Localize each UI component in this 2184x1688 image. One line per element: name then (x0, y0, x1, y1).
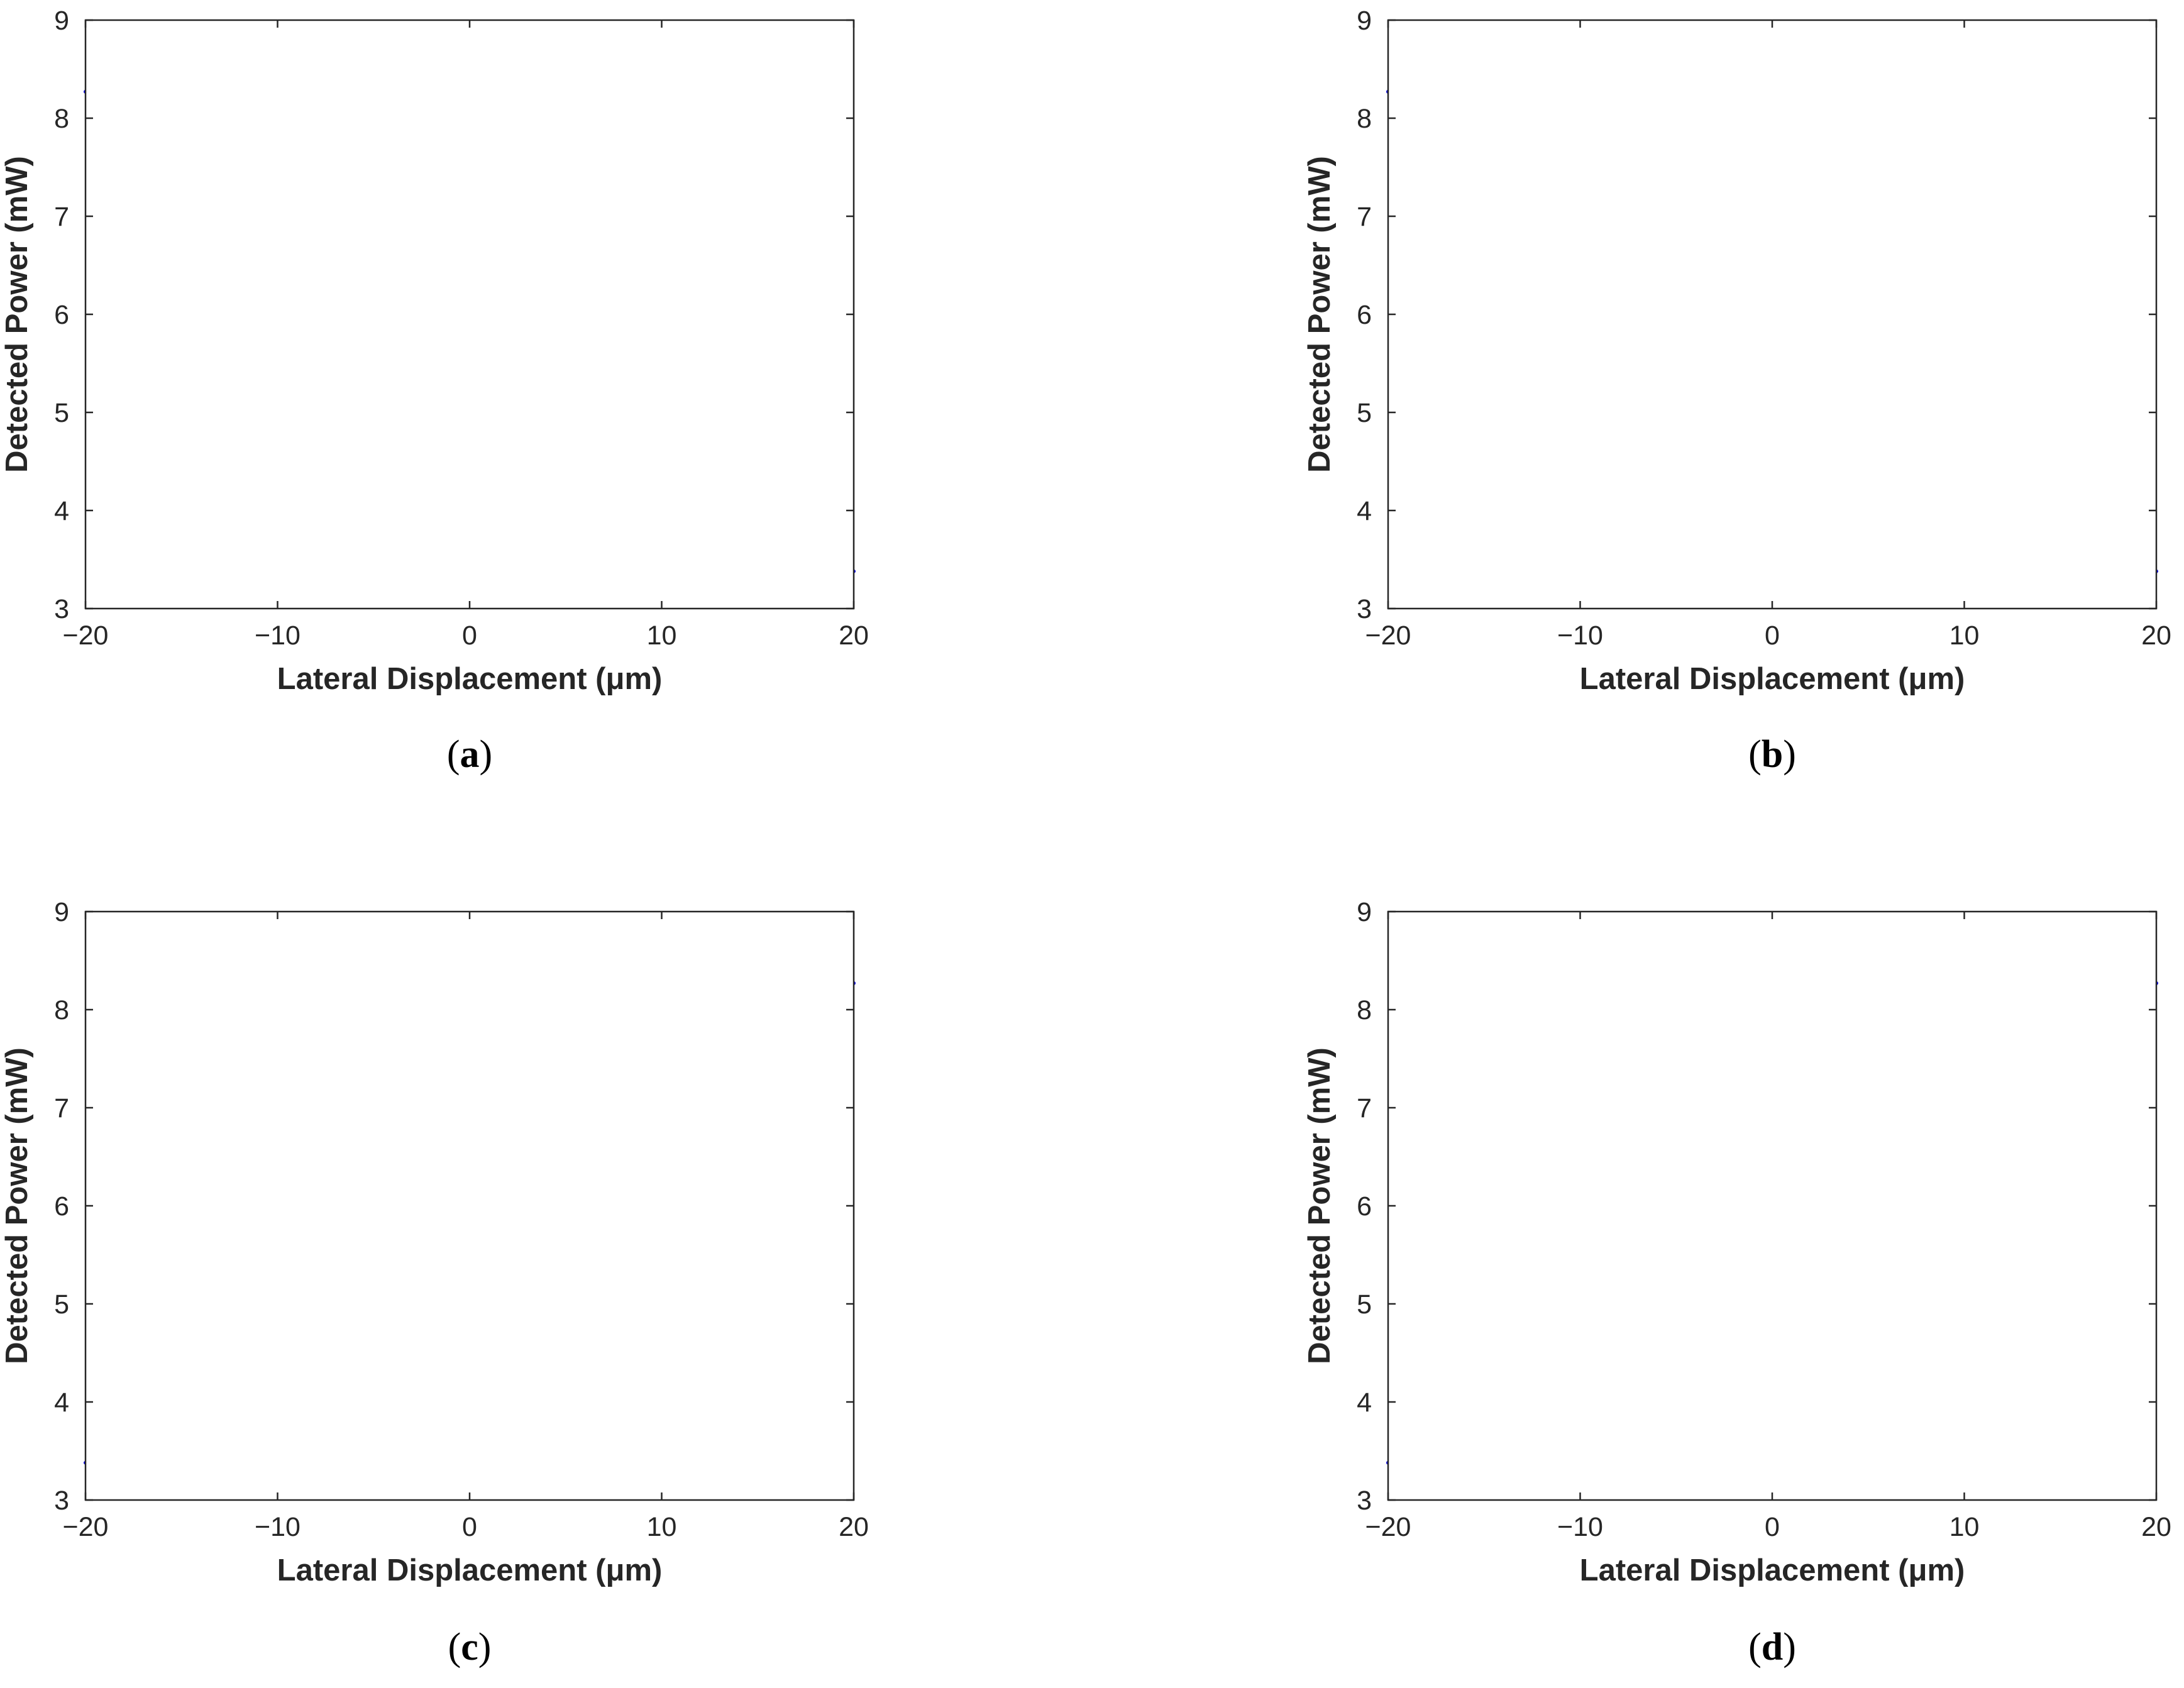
x-axis-label: Lateral Displacement (μm) (277, 1553, 663, 1587)
y-tick-label: 3 (1357, 594, 1372, 624)
x-tick-label: 10 (647, 621, 677, 651)
x-tick-label: 10 (647, 1512, 677, 1542)
panel-label-close: ) (480, 733, 493, 776)
x-tick-label: −20 (63, 1512, 109, 1542)
x-tick-label: −10 (255, 621, 301, 651)
y-tick-label: 4 (1357, 496, 1372, 526)
chart-panel-a: −20 −10 0 10 20 3 4 5 6 7 8 9 Lateral Displacement (… (0, 6, 869, 776)
axes-frame (1387, 910, 2158, 1501)
x-tick-label: −10 (1557, 621, 1603, 651)
y-tick-label: 9 (54, 897, 69, 927)
y-axis-label: Detected Power (mW) (1303, 156, 1337, 473)
y-tick-label: 3 (54, 594, 69, 624)
y-tick-label: 9 (1357, 897, 1372, 927)
x-tick-label: −10 (1557, 1512, 1603, 1542)
panel-label-close: ) (1783, 733, 1796, 776)
x-tick-label: −20 (1365, 621, 1411, 651)
panel-label-open: ( (447, 733, 460, 776)
panel-label: (b) (1748, 733, 1796, 776)
x-tick-label: 20 (2141, 621, 2171, 651)
x-axis-label: Lateral Displacement (μm) (277, 662, 663, 696)
x-tick-label: 0 (1765, 1512, 1780, 1542)
y-tick-label: 6 (54, 1191, 69, 1222)
y-tick-label: 5 (54, 1289, 69, 1320)
x-axis-label: Lateral Displacement (μm) (1580, 1553, 1965, 1587)
panel-label-letter: c (461, 1626, 478, 1669)
y-axis-label: Detected Power (mW) (0, 1047, 34, 1364)
y-tick-label: 7 (1357, 202, 1372, 232)
y-tick-label: 8 (1357, 995, 1372, 1025)
y-tick-label: 4 (54, 1387, 69, 1418)
panel-label-letter: d (1762, 1626, 1783, 1669)
x-tick-label: 10 (1950, 1512, 1980, 1542)
y-tick-label: 8 (54, 995, 69, 1025)
panel-label-close: ) (1783, 1626, 1796, 1669)
y-tick-label: 3 (54, 1486, 69, 1516)
y-tick-label: 4 (1357, 1387, 1372, 1418)
chart-panel-b: −20 −10 0 10 20 3 4 5 6 7 8 9 Lateral Displacement (… (1303, 6, 2171, 776)
x-tick-label: 10 (1950, 621, 1980, 651)
y-tick-label: 7 (54, 202, 69, 232)
y-tick-label: 6 (54, 300, 69, 330)
x-tick-label: 20 (839, 1512, 869, 1542)
panel-label: (a) (447, 733, 492, 776)
y-tick-label: 5 (1357, 398, 1372, 428)
x-tick-label: −20 (63, 621, 109, 651)
x-tick-label: 0 (462, 1512, 477, 1542)
axes-frame (1387, 19, 2158, 610)
y-tick-label: 9 (1357, 6, 1372, 36)
panel-label-open: ( (448, 1626, 461, 1669)
panel-label-letter: b (1762, 733, 1783, 776)
x-tick-label: 0 (462, 621, 477, 651)
panel-label: (c) (448, 1626, 492, 1669)
axes-frame (84, 910, 855, 1501)
x-tick-label: −10 (255, 1512, 301, 1542)
y-axis-label: Detected Power (mW) (0, 156, 34, 473)
y-tick-label: 6 (1357, 300, 1372, 330)
y-tick-label: 8 (54, 104, 69, 134)
chart-panel-c: −20 −10 0 10 20 3 4 5 6 7 8 9 Lateral Displacement (… (0, 897, 869, 1669)
panel-label-letter: a (460, 733, 480, 776)
panel-label: (d) (1748, 1626, 1796, 1669)
chart-panel-d: −20 −10 0 10 20 3 4 5 6 7 8 9 Lateral Displacement (… (1303, 897, 2171, 1669)
x-tick-label: 20 (2141, 1512, 2171, 1542)
y-tick-label: 3 (1357, 1486, 1372, 1516)
y-tick-label: 4 (54, 496, 69, 526)
x-tick-label: 0 (1765, 621, 1780, 651)
panel-label-open: ( (1748, 733, 1762, 776)
y-tick-label: 7 (54, 1093, 69, 1123)
x-tick-label: 20 (839, 621, 869, 651)
axes-frame (84, 19, 855, 610)
panel-label-close: ) (478, 1626, 492, 1669)
x-tick-label: −20 (1365, 1512, 1411, 1542)
y-tick-label: 5 (54, 398, 69, 428)
y-tick-label: 9 (54, 6, 69, 36)
y-tick-label: 5 (1357, 1289, 1372, 1320)
panel-label-open: ( (1748, 1626, 1762, 1669)
y-axis-label: Detected Power (mW) (1303, 1047, 1337, 1364)
y-tick-label: 6 (1357, 1191, 1372, 1222)
x-axis-label: Lateral Displacement (μm) (1580, 662, 1965, 696)
y-tick-label: 7 (1357, 1093, 1372, 1123)
y-tick-label: 8 (1357, 104, 1372, 134)
